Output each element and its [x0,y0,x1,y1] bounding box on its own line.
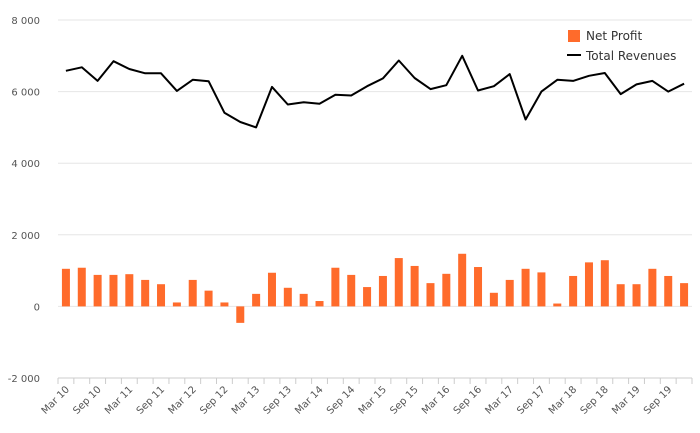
x-tick-label: Sep 17 [515,384,547,416]
x-axis: Mar 10 Sep 10 Mar 11 Sep 11 Mar 12 Sep 12 Mar … [40,377,693,417]
x-tick-label: Mar 10 [40,384,72,416]
x-tick-label: Sep 10 [71,384,103,416]
x-tick-label: Sep 14 [325,384,357,416]
legend-label-total-revenues: Total Revenues [585,49,676,63]
net-profit-bar [363,287,372,307]
x-tick-label: Sep 16 [452,384,484,416]
x-tick-label: Mar 15 [357,384,389,416]
x-tick-label: Mar 14 [293,384,325,416]
y-axis-ticks: -2 000 0 2 000 4 000 6 000 8 000 [8,16,40,385]
net-profit-bar [61,268,70,307]
net-profit-bars [61,253,689,323]
net-profit-bar [378,275,387,307]
net-profit-bar [680,283,689,307]
net-profit-bar [600,260,609,307]
total-revenues-line [65,54,685,129]
x-tick-label: Mar 11 [103,384,135,416]
net-profit-bar [648,268,657,307]
x-tick-label: Mar 19 [610,384,642,416]
legend: Net Profit Total Revenues [567,29,676,63]
x-tick-label: Mar 16 [420,384,452,416]
net-profit-bar [141,279,150,307]
net-profit-bar [283,287,292,307]
net-profit-bar [204,290,213,307]
legend-swatch-net-profit [568,30,580,42]
net-profit-bar [93,274,102,307]
net-profit-bar [315,301,324,307]
net-profit-bar [77,267,86,307]
x-tick-label: Mar 12 [166,384,198,416]
net-profit-bar [616,284,625,307]
y-tick-label: 8 000 [11,16,40,27]
legend-label-net-profit: Net Profit [586,29,642,43]
y-tick-label: 6 000 [11,88,40,99]
x-tick-label: Mar 13 [230,384,262,416]
x-tick-label: Sep 11 [135,384,167,416]
net-profit-bar [442,273,451,307]
net-profit-bar [394,258,403,307]
x-tick-label: Mar 17 [483,384,515,416]
net-profit-bar [331,267,340,307]
net-profit-bar [632,284,641,307]
net-profit-bar [157,284,166,307]
net-profit-bar [172,302,181,307]
x-tick-label: Mar 18 [547,384,579,416]
x-tick-label: Sep 12 [198,384,230,416]
net-profit-bar [553,303,562,307]
net-profit-bar [267,272,276,307]
total-revenues-line-group [65,54,685,129]
net-profit-bar [584,262,593,307]
net-profit-bar [426,283,435,307]
net-profit-bar [505,279,514,307]
net-profit-bar [252,293,261,307]
x-tick-label: Sep 13 [262,384,294,416]
y-tick-label: 0 [34,302,40,313]
net-profit-bar [410,265,419,307]
net-profit-bar [236,306,245,323]
net-profit-bar [474,267,483,307]
net-profit-bar [521,268,530,307]
net-profit-bar [458,253,467,307]
net-profit-bar [347,274,356,307]
y-tick-label: 4 000 [11,159,40,170]
y-tick-label: -2 000 [8,374,40,385]
net-profit-bar [537,272,546,307]
net-profit-bar [489,292,498,307]
x-tick-label: Sep 15 [388,384,420,416]
net-profit-bar [569,275,578,307]
net-profit-bar [109,274,118,307]
net-profit-bar [220,302,229,307]
net-profit-bar [125,274,134,307]
y-tick-label: 2 000 [11,231,40,242]
net-profit-bar [188,279,197,307]
x-tick-label: Sep 18 [579,384,611,416]
net-profit-bar [299,293,308,307]
net-profit-bar [664,275,673,307]
x-tick-label: Sep 19 [642,384,674,416]
